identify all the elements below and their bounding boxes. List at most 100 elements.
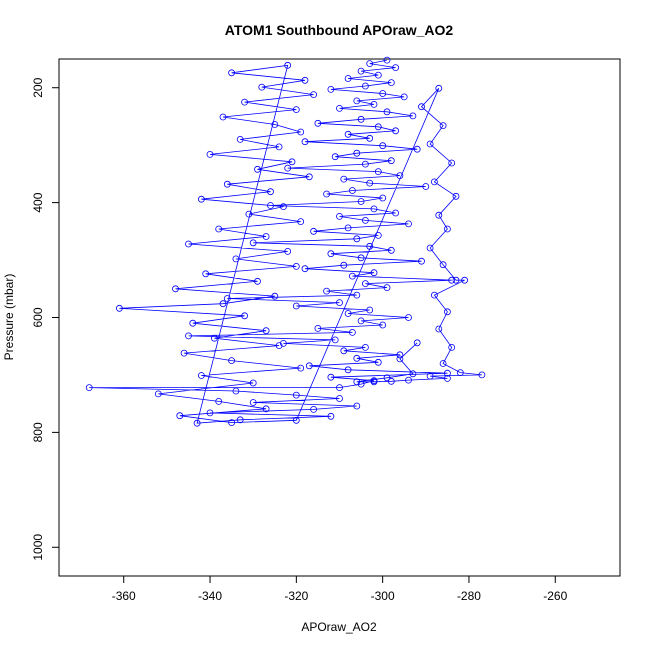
data-point (215, 225, 223, 233)
data-point (331, 153, 339, 161)
data-point (323, 287, 331, 295)
y-axis: 200 400 600 800 1000 (31, 77, 60, 561)
data-point (228, 69, 236, 77)
data-point (223, 180, 231, 188)
data-point (387, 377, 395, 385)
data-point (353, 354, 361, 362)
data-point (400, 93, 408, 101)
data-point (210, 334, 218, 342)
data-point (310, 227, 318, 235)
data-point (310, 405, 318, 413)
data-point (344, 75, 352, 82)
data-point (392, 64, 400, 71)
data-point (383, 108, 391, 116)
data-point (370, 205, 378, 213)
data-point (284, 164, 292, 172)
data-point (357, 254, 365, 262)
data-point (180, 349, 188, 357)
data-point (405, 314, 412, 321)
data-point (292, 391, 300, 399)
x-tick-label: -300 (371, 589, 395, 603)
data-point (370, 269, 378, 277)
data-point (336, 105, 343, 112)
data-point (305, 173, 313, 181)
data-point (249, 239, 257, 247)
data-point (392, 127, 400, 135)
data-point (215, 397, 223, 405)
data-point (245, 210, 253, 218)
data-point (249, 379, 257, 387)
data-point (366, 134, 374, 142)
data-point (366, 179, 374, 187)
data-point (357, 198, 365, 205)
data-point (254, 165, 261, 173)
data-point (361, 216, 369, 224)
y-tick-label: 400 (31, 192, 45, 212)
data-point (297, 364, 305, 372)
data-point (426, 244, 434, 252)
x-tick-label: -340 (198, 589, 222, 603)
data-point (219, 113, 227, 121)
data-point (443, 225, 451, 233)
data-point (241, 98, 249, 106)
data-point (223, 295, 231, 302)
data-point (443, 374, 451, 382)
data-point (361, 343, 369, 351)
data-point (353, 291, 361, 299)
data-point (327, 86, 335, 93)
data-point (344, 130, 352, 138)
data-point (288, 158, 296, 166)
data-point (262, 233, 270, 240)
data-point (357, 317, 365, 325)
data-point (271, 292, 279, 300)
data-point (172, 285, 179, 293)
data-point (387, 157, 395, 165)
data-point (206, 409, 214, 417)
data-point (331, 336, 339, 344)
data-point (202, 270, 210, 278)
data-point (405, 220, 412, 228)
data-point (292, 262, 300, 270)
data-point (236, 135, 244, 143)
x-axis: -360 -340 -320 -300 -280 -260 (112, 575, 568, 603)
data-point (292, 302, 300, 310)
data-point (301, 76, 309, 84)
data-point (154, 390, 162, 398)
data-point (279, 339, 287, 347)
data-point (314, 324, 322, 332)
data-point (353, 235, 361, 243)
data-point (176, 412, 184, 420)
data-point (340, 175, 348, 183)
data-point (396, 351, 404, 359)
y-axis-label: Pressure (mbar) (2, 274, 16, 361)
data-point (327, 373, 335, 381)
data-point (409, 370, 417, 378)
data-point (435, 84, 443, 92)
data-point (396, 172, 404, 180)
data-point (448, 159, 456, 167)
x-tick-label: -320 (284, 589, 308, 603)
data-point (379, 321, 387, 329)
data-point (348, 328, 356, 336)
data-point (297, 218, 305, 226)
data-point (275, 342, 283, 350)
data-point (323, 190, 331, 198)
data-point (193, 419, 201, 427)
data-point (197, 195, 205, 203)
data-point (413, 339, 421, 347)
data-point (254, 277, 261, 285)
data-point (418, 103, 425, 111)
data-point (348, 272, 356, 280)
data-point (452, 276, 460, 284)
data-point (383, 284, 391, 292)
data-point (279, 203, 287, 211)
data-point (336, 395, 343, 402)
data-point (435, 325, 443, 333)
data-point (448, 343, 456, 351)
data-point (340, 261, 348, 269)
data-point (392, 209, 400, 217)
data-point (344, 366, 352, 374)
data-point (284, 247, 292, 255)
data-point (353, 378, 361, 386)
